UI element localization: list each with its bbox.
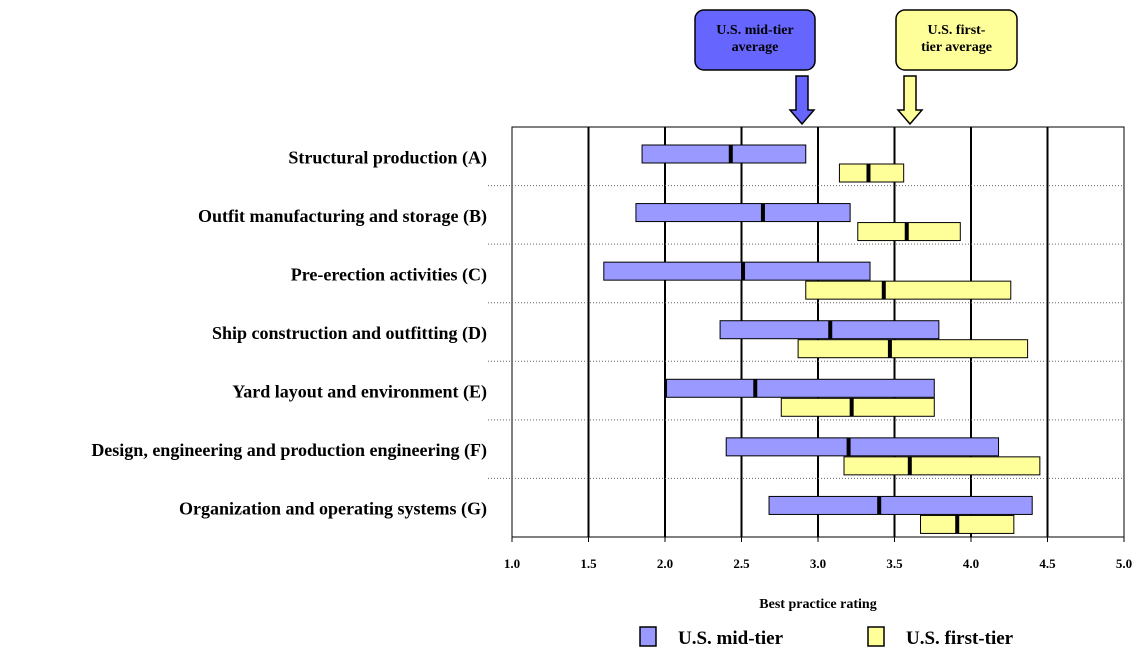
legend-swatch-first-tier — [868, 627, 884, 646]
mid-tier-median-marker — [741, 262, 745, 280]
mid-tier-range-bar — [636, 204, 850, 222]
legend-label-mid-tier: U.S. mid-tier — [678, 628, 784, 649]
category-label: Outfit manufacturing and storage (B) — [198, 206, 487, 227]
first-tier-median-marker — [850, 398, 854, 416]
x-tick-label-3-5: 3.5 — [886, 556, 903, 571]
mid-tier-median-marker — [877, 496, 881, 514]
mid-tier-median-marker — [761, 204, 765, 222]
first-tier-median-marker — [908, 457, 912, 475]
first-tier-range-bar — [806, 281, 1011, 299]
mid-tier-range-bar — [769, 496, 1032, 514]
mid-tier-median-marker — [847, 438, 851, 456]
mid-tier-range-bar — [642, 145, 806, 163]
x-tick-label-2-5: 2.5 — [733, 556, 750, 571]
first-tier-range-bar — [798, 340, 1028, 358]
category-label: Design, engineering and production engin… — [91, 440, 487, 461]
first-tier-median-marker — [882, 281, 886, 299]
mid-tier-range-bar — [667, 379, 935, 397]
x-tick-label-1-0: 1.0 — [504, 556, 520, 571]
category-label: Organization and operating systems (G) — [179, 499, 487, 520]
x-tick-label-2-0: 2.0 — [657, 556, 673, 571]
first-tier-range-bar — [844, 457, 1040, 475]
mid-tier-range-bar — [726, 438, 998, 456]
category-label: Yard layout and environment (E) — [232, 382, 487, 403]
first-tier-average-arrow — [898, 76, 922, 124]
mid-tier-average-arrow — [790, 76, 814, 124]
x-tick-label-1-5: 1.5 — [580, 556, 597, 571]
first-tier-median-marker — [955, 515, 959, 533]
mid-tier-range-bar — [604, 262, 870, 280]
mid-tier-median-marker — [828, 321, 832, 339]
x-tick-label-3-0: 3.0 — [810, 556, 826, 571]
first-tier-range-bar — [858, 223, 961, 241]
legend-label-first-tier: U.S. first-tier — [906, 628, 1014, 649]
first-tier-range-bar — [921, 515, 1014, 533]
category-label: Structural production (A) — [288, 147, 487, 168]
first-tier-range-bar — [781, 398, 934, 416]
mid-tier-median-marker — [753, 379, 757, 397]
x-tick-label-4-5: 4.5 — [1039, 556, 1056, 571]
mid-tier-median-marker — [729, 145, 733, 163]
first-tier-median-marker — [888, 340, 892, 358]
category-label: Pre-erection activities (C) — [291, 264, 487, 285]
first-tier-range-bar — [839, 164, 903, 182]
x-tick-label-5-0: 5.0 — [1116, 556, 1132, 571]
first-tier-median-marker — [905, 223, 909, 241]
legend-swatch-mid-tier — [640, 627, 656, 646]
x-axis-title: Best practice rating — [759, 597, 876, 612]
category-label: Ship construction and outfitting (D) — [212, 323, 487, 344]
x-tick-label-4-0: 4.0 — [963, 556, 979, 571]
first-tier-median-marker — [866, 164, 870, 182]
